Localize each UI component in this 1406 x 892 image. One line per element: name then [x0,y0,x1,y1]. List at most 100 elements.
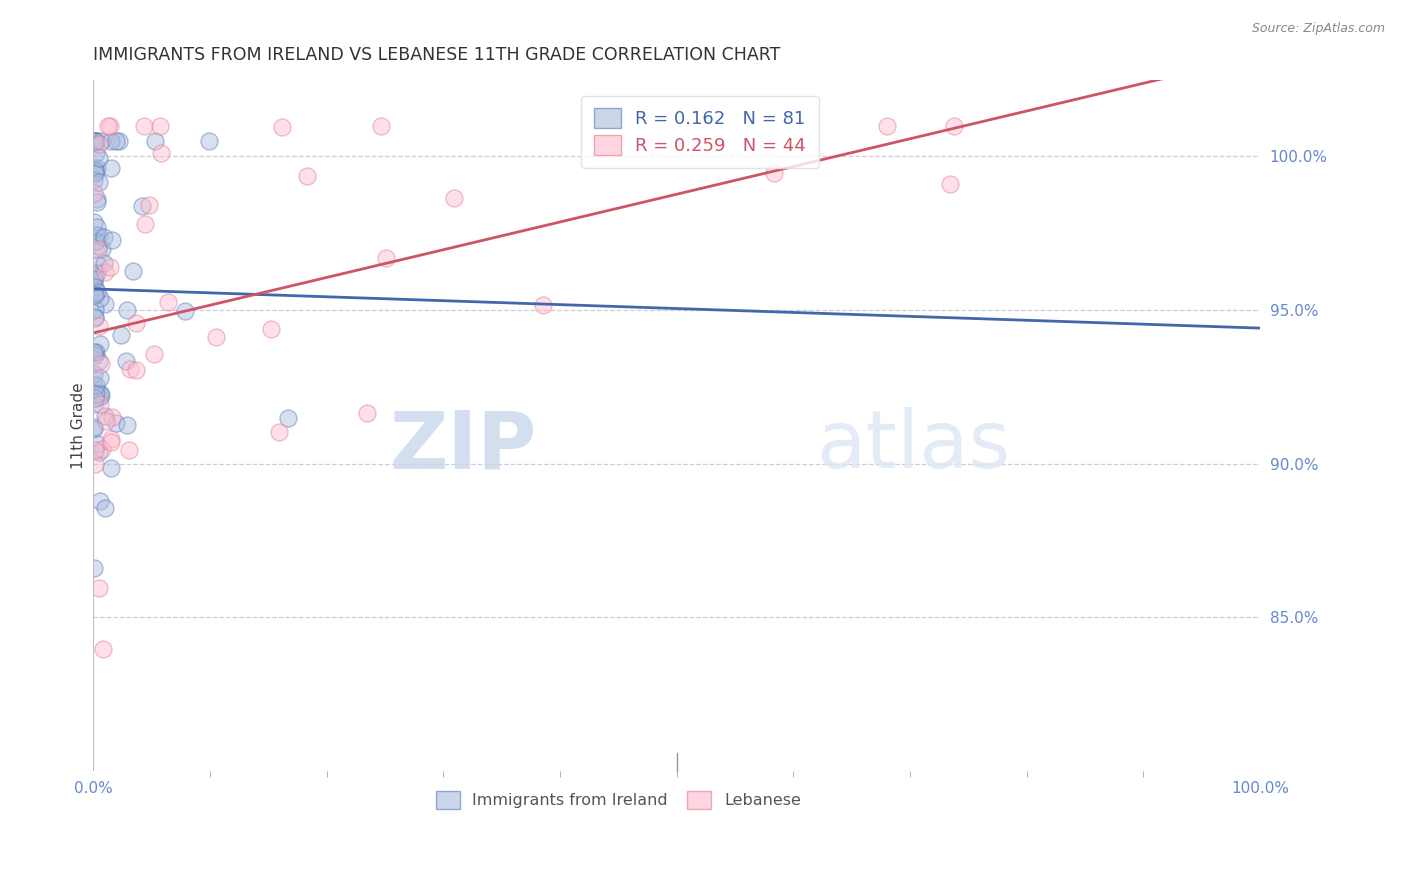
Point [87,151,110,165]
Point [87,258,110,272]
Point [87,242,110,256]
Point [197,134,219,148]
Point [100,461,122,475]
Point [83,344,105,359]
Point [120,362,142,376]
Point [83,288,105,302]
Point [83,379,105,393]
Point [84,344,107,359]
Point [91,442,114,457]
Point [98,260,121,274]
Point [84,280,107,294]
Point [84,227,107,242]
Y-axis label: 11th Grade: 11th Grade [72,382,86,468]
Point [125,316,148,330]
Point [174,304,197,318]
Point [87,353,110,368]
Point [89,390,111,404]
Point [356,406,378,420]
Point [86,437,108,451]
Point [762,166,785,180]
Point [86,220,108,235]
Point [533,298,555,312]
Point [121,264,143,278]
Point [84,392,107,406]
Point [83,301,105,316]
Point [101,410,124,425]
Point [84,269,107,284]
Point [205,330,228,344]
Point [93,229,115,244]
Point [101,233,124,247]
Point [93,256,115,270]
Point [87,239,110,253]
Text: ZIP: ZIP [389,407,537,485]
Point [93,641,115,656]
Point [84,386,107,401]
Point [89,371,111,385]
Point [118,443,141,458]
Text: IMMIGRANTS FROM IRELAND VS LEBANESE 11TH GRADE CORRELATION CHART: IMMIGRANTS FROM IRELAND VS LEBANESE 11TH… [93,46,780,64]
Legend: Immigrants from Ireland, Lebanese: Immigrants from Ireland, Lebanese [429,785,807,815]
Point [83,173,105,187]
Point [84,134,107,148]
Point [148,119,170,133]
Point [83,311,105,326]
Point [83,134,105,148]
Point [83,162,105,177]
Point [939,177,962,191]
Point [89,336,111,351]
Point [83,186,105,200]
Point [93,409,115,423]
Point [83,214,105,228]
Point [143,134,166,148]
Point [105,134,128,148]
Point [84,378,107,392]
Point [100,134,122,148]
Point [90,134,112,148]
Point [84,392,107,406]
Point [110,328,132,343]
Point [117,303,139,318]
Point [87,581,110,595]
Point [89,397,111,411]
Point [271,120,294,134]
Point [83,396,105,410]
Point [84,134,107,148]
Point [83,420,105,434]
Point [84,442,107,457]
Point [87,318,110,333]
Point [84,145,107,160]
Point [97,119,120,133]
Point [94,264,117,278]
Point [84,164,107,178]
Point [84,348,107,362]
Point [149,145,172,160]
Point [370,119,392,133]
Point [108,134,131,148]
Point [98,120,121,134]
Point [443,191,465,205]
Point [83,166,105,180]
Point [83,287,105,301]
Point [260,322,283,336]
Point [131,199,153,213]
Point [86,266,108,280]
Point [142,347,165,361]
Point [94,500,117,515]
Point [374,252,396,266]
Point [86,192,108,206]
Point [105,417,128,431]
Text: atlas: atlas [817,407,1011,485]
Point [84,134,107,148]
Point [86,195,108,210]
Point [87,175,110,189]
Point [90,357,112,371]
Point [94,297,117,311]
Text: Source: ZipAtlas.com: Source: ZipAtlas.com [1251,22,1385,36]
Point [115,418,138,433]
Point [87,137,110,152]
Point [115,354,138,368]
Point [83,274,105,288]
Point [94,414,117,428]
